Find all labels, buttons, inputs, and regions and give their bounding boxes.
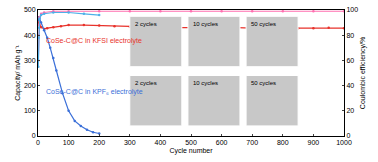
svg-text:0: 0 [346, 132, 350, 139]
svg-text:700: 700 [246, 139, 258, 146]
svg-text:2 cycles: 2 cycles [135, 80, 157, 86]
svg-text:200: 200 [93, 139, 105, 146]
svg-text:20: 20 [346, 107, 354, 114]
svg-text:100: 100 [63, 139, 75, 146]
svg-text:80: 80 [346, 32, 354, 39]
svg-text:200: 200 [24, 82, 36, 89]
svg-text:CoSe-C@C in KPF₆ electrolyte: CoSe-C@C in KPF₆ electrolyte [46, 88, 143, 96]
svg-text:CoSe-C@C in KFSI electrolyte: CoSe-C@C in KFSI electrolyte [46, 37, 142, 45]
svg-text:0: 0 [36, 139, 40, 146]
svg-text:900: 900 [308, 139, 320, 146]
svg-text:Cycle number: Cycle number [169, 147, 213, 155]
svg-text:600: 600 [216, 139, 228, 146]
svg-text:800: 800 [277, 139, 289, 146]
svg-text:50 cycles: 50 cycles [251, 21, 276, 27]
svg-text:50 cycles: 50 cycles [251, 80, 276, 86]
svg-text:10 cycles: 10 cycles [193, 21, 218, 27]
svg-text:400: 400 [24, 32, 36, 39]
svg-text:300: 300 [124, 139, 136, 146]
svg-text:300: 300 [24, 57, 36, 64]
svg-text:100: 100 [346, 6, 358, 13]
svg-text:400: 400 [155, 139, 167, 146]
svg-text:500: 500 [24, 6, 36, 13]
svg-text:2 cycles: 2 cycles [135, 21, 157, 27]
svg-text:Coulombic efficiency/%: Coulombic efficiency/% [359, 37, 367, 109]
svg-text:100: 100 [24, 107, 36, 114]
svg-text:500: 500 [185, 139, 197, 146]
svg-text:1000: 1000 [336, 139, 352, 146]
svg-text:40: 40 [346, 82, 354, 89]
svg-text:60: 60 [346, 57, 354, 64]
svg-text:0: 0 [32, 132, 36, 139]
svg-text:10 cycles: 10 cycles [193, 80, 218, 86]
svg-text:Capacity/ mAh g⁻¹: Capacity/ mAh g⁻¹ [14, 44, 22, 100]
